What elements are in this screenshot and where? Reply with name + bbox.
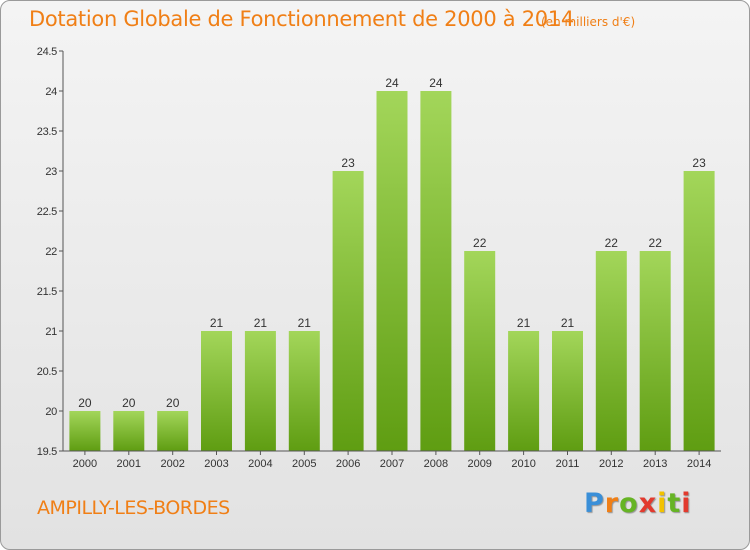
bar-2012 <box>595 251 627 451</box>
y-tick-label: 19.5 <box>37 446 57 458</box>
axis-layer: 2000 2001 2002 2003 2004 2005 2006 2007 2008 2009… <box>37 46 721 470</box>
x-tick-label: 2013 <box>643 458 667 470</box>
commune-name: AMPILLY-LES-BORDES <box>37 497 230 519</box>
bar-value-label: 22 <box>649 236 663 250</box>
x-tick-label: 2000 <box>73 458 97 470</box>
bar-value-label: 21 <box>561 316 575 330</box>
y-tick-label: 24 <box>45 86 57 98</box>
y-tick-label: 21.5 <box>37 286 57 298</box>
proxiti-logo[interactable]: Proxiti <box>584 488 692 519</box>
y-tick-label: 23 <box>45 166 57 178</box>
bar-2014 <box>683 171 715 451</box>
bar-2008 <box>420 91 452 451</box>
x-tick-label: 2004 <box>248 458 272 470</box>
bar-value-label: 21 <box>298 316 312 330</box>
y-tick-label: 24.5 <box>37 46 57 58</box>
y-tick-label: 20.5 <box>37 366 57 378</box>
bar-2005 <box>288 331 320 451</box>
y-tick-label: 22.5 <box>37 206 57 218</box>
bar-2006 <box>332 171 364 451</box>
chart-title: Dotation Globale de Fonctionnement de 20… <box>29 7 574 31</box>
bar-2011 <box>552 331 583 451</box>
bars-layer: 20 20 20 21 21 21 23 24 24 22 21 21 22 22 23 <box>69 76 715 451</box>
chart-subtitle: (en milliers d'€) <box>541 15 636 29</box>
bar-2004 <box>244 331 276 451</box>
logo-letter: P <box>584 488 605 519</box>
bar-value-label: 24 <box>385 76 399 90</box>
bar-value-label: 22 <box>605 236 619 250</box>
logo-letter: i <box>681 488 692 519</box>
x-tick-label: 2002 <box>160 458 184 470</box>
x-tick-label: 2005 <box>292 458 316 470</box>
bar-2007 <box>376 91 408 451</box>
y-tick-label: 20 <box>45 406 57 418</box>
x-tick-label: 2009 <box>467 458 491 470</box>
bar-value-label: 20 <box>122 396 136 410</box>
x-tick-label: 2001 <box>117 458 141 470</box>
bar-value-label: 24 <box>429 76 443 90</box>
x-tick-label: 2014 <box>687 458 711 470</box>
bar-2010 <box>508 331 540 451</box>
y-tick-label: 23.5 <box>37 126 57 138</box>
bar-2002 <box>157 411 189 451</box>
bar-value-label: 22 <box>473 236 487 250</box>
x-tick-label: 2008 <box>424 458 448 470</box>
bar-value-label: 20 <box>78 396 92 410</box>
bar-2000 <box>69 411 101 451</box>
bar-2013 <box>639 251 671 451</box>
logo-letter: o <box>619 488 639 519</box>
bar-value-label: 21 <box>254 316 268 330</box>
bar-2003 <box>201 331 232 451</box>
bar-value-label: 21 <box>210 316 224 330</box>
logo-letter: r <box>604 488 620 519</box>
x-tick-label: 2003 <box>204 458 228 470</box>
bar-2009 <box>464 251 496 451</box>
x-tick-label: 2006 <box>336 458 360 470</box>
logo-letter: x <box>638 488 658 519</box>
x-tick-label: 2011 <box>556 458 580 470</box>
logo-letter: t <box>667 488 682 519</box>
logo-letter: i <box>657 488 668 519</box>
bar-value-label: 21 <box>517 316 531 330</box>
x-tick-label: 2007 <box>380 458 404 470</box>
bar-value-label: 23 <box>692 156 706 170</box>
bar-2001 <box>113 411 145 451</box>
bar-value-label: 23 <box>341 156 355 170</box>
bar-value-label: 20 <box>166 396 180 410</box>
x-tick-label: 2012 <box>599 458 623 470</box>
y-tick-label: 22 <box>45 246 57 258</box>
y-tick-label: 21 <box>45 326 57 338</box>
x-tick-label: 2010 <box>511 458 535 470</box>
